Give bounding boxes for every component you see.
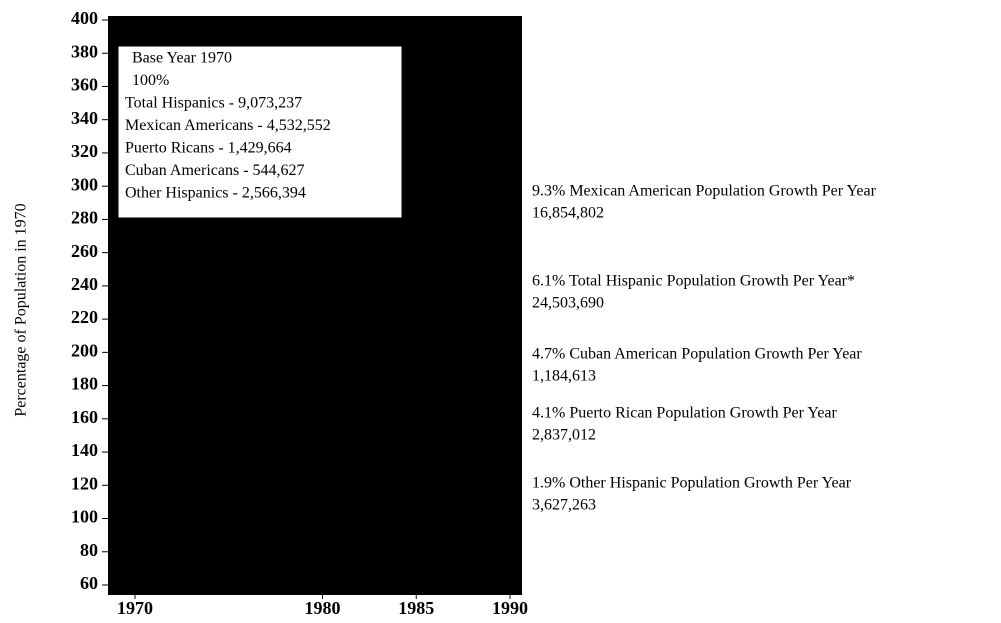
- y-tick-label: 160: [71, 407, 98, 427]
- y-tick-label: 240: [71, 274, 98, 294]
- legend-text: Other Hispanics - 2,566,394: [125, 185, 306, 202]
- y-tick-label: 380: [71, 41, 98, 61]
- legend-text: Mexican Americans - 4,532,552: [125, 117, 331, 134]
- y-tick-label: 340: [71, 108, 98, 128]
- y-tick-label: 100: [71, 507, 98, 527]
- legend-text: Base Year 1970: [132, 50, 232, 67]
- annotation-text: 4.1% Puerto Rican Population Growth Per …: [532, 405, 838, 422]
- y-tick-label: 140: [71, 440, 98, 460]
- legend-box: [117, 45, 403, 219]
- y-tick-label: 80: [80, 540, 98, 560]
- y-tick-label: 320: [71, 141, 98, 161]
- annotation-text: 6.1% Total Hispanic Population Growth Pe…: [532, 273, 855, 290]
- y-axis-label: Percentage of Population in 1970: [13, 203, 30, 416]
- x-tick-label: 1985: [398, 598, 434, 618]
- annotation-value: 3,627,263: [532, 497, 596, 514]
- y-tick-label: 300: [71, 174, 98, 194]
- y-tick-label: 400: [71, 8, 98, 28]
- x-tick-label: 1980: [305, 598, 341, 618]
- annotation-value: 1,184,613: [532, 368, 596, 385]
- annotation-text: 1.9% Other Hispanic Population Growth Pe…: [532, 475, 852, 492]
- y-tick-label: 260: [71, 241, 98, 261]
- annotation-text: 4.7% Cuban American Population Growth Pe…: [532, 346, 862, 363]
- y-tick-label: 180: [71, 374, 98, 394]
- legend-text: 100%: [132, 72, 169, 89]
- y-tick-label: 220: [71, 307, 98, 327]
- annotation-text: 9.3% Mexican American Population Growth …: [532, 183, 877, 200]
- legend-text: Total Hispanics - 9,073,237: [125, 95, 302, 112]
- y-tick-label: 360: [71, 75, 98, 95]
- legend-text: Cuban Americans - 544,627: [125, 162, 305, 179]
- y-tick-label: 120: [71, 473, 98, 493]
- annotation-value: 16,854,802: [532, 205, 604, 222]
- annotation-value: 2,837,012: [532, 427, 596, 444]
- x-tick-label: 1990: [492, 598, 528, 618]
- y-tick-label: 60: [80, 573, 98, 593]
- x-tick-label: 1970: [117, 598, 153, 618]
- legend-text: Puerto Ricans - 1,429,664: [125, 140, 292, 157]
- y-tick-label: 200: [71, 340, 98, 360]
- y-tick-label: 280: [71, 208, 98, 228]
- annotation-value: 24,503,690: [532, 295, 604, 312]
